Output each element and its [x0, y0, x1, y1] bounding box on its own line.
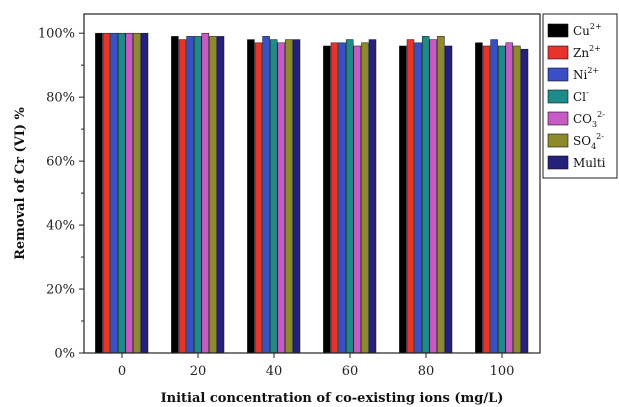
bar-ni-40	[262, 36, 270, 354]
legend-label-zn: Zn2+	[573, 44, 601, 60]
bar-cl-80	[421, 36, 430, 354]
bar-ni-80	[414, 42, 422, 354]
bar-zn-60	[330, 42, 339, 354]
bar-co-0	[125, 32, 134, 354]
bar-zn-40	[254, 42, 263, 354]
x-tick-label: 20	[190, 364, 207, 379]
bar-zn-80	[406, 39, 415, 354]
bar-zn-0	[102, 32, 111, 354]
bar-cu-100	[475, 42, 483, 354]
bar-ni-100	[490, 39, 498, 354]
bar-cu-60	[323, 45, 331, 354]
bar-ni-60	[338, 42, 346, 354]
bar-cl-0	[117, 32, 126, 354]
bar-multi-60	[368, 39, 377, 354]
bar-multi-100	[520, 48, 529, 354]
y-tick-label: 80%	[46, 91, 75, 106]
legend-label-ni: Ni2+	[573, 66, 599, 82]
bar-cl-60	[345, 39, 354, 354]
legend-swatch-cu	[547, 23, 569, 38]
bar-multi-40	[292, 39, 301, 354]
legend-label-cl: Cl-	[573, 88, 589, 104]
bar-cl-20	[193, 36, 202, 354]
bar-so-40	[285, 39, 293, 354]
bar-multi-80	[444, 45, 453, 354]
bar-multi-20	[216, 36, 225, 354]
x-tick-label: 0	[118, 364, 126, 379]
y-tick-label: 100%	[38, 27, 75, 42]
x-tick-label: 80	[418, 364, 435, 379]
legend-swatch-cl	[547, 89, 569, 104]
bar-zn-20	[178, 39, 187, 354]
legend-swatch-zn	[547, 45, 569, 60]
x-tick-label: 40	[266, 364, 283, 379]
bar-co-80	[429, 39, 438, 354]
bar-so-20	[209, 36, 217, 354]
x-tick-label: 100	[490, 364, 515, 379]
bar-so-100	[513, 45, 521, 354]
bar-so-60	[361, 42, 369, 354]
legend-label-co: CO32-	[573, 110, 605, 129]
y-axis-title: Removal of Cr (VI) %	[13, 106, 28, 259]
y-tick-label: 20%	[46, 283, 75, 298]
bar-cl-100	[497, 45, 506, 354]
x-axis-title: Initial concentration of co-existing ion…	[161, 391, 504, 406]
bar-ni-20	[186, 36, 194, 354]
legend-label-cu: Cu2+	[573, 22, 602, 38]
bar-co-20	[201, 32, 210, 354]
bar-co-60	[353, 45, 362, 354]
legend-swatch-so	[547, 133, 569, 148]
bar-co-40	[277, 42, 286, 354]
plot-area	[83, 13, 541, 354]
legend: Cu2+ Zn2+ Ni2+ Cl- CO32- SO42- Multi	[542, 13, 618, 179]
y-tick-label: 40%	[46, 219, 75, 234]
y-tick-label: 60%	[46, 155, 75, 170]
bar-cu-80	[399, 45, 407, 354]
y-tick-label: 0%	[54, 347, 75, 362]
x-axis: 0 20 40 60 80 100	[118, 353, 515, 379]
bar-multi-0	[140, 32, 149, 354]
x-tick-label: 60	[342, 364, 359, 379]
bar-so-0	[133, 32, 141, 354]
bar-co-100	[505, 42, 514, 354]
legend-swatch-multi	[547, 155, 569, 170]
bar-cu-40	[247, 39, 255, 354]
legend-swatch-ni	[547, 67, 569, 82]
bar-cl-40	[269, 39, 278, 354]
bar-ni-0	[110, 32, 118, 354]
y-axis: 0% 20% 40% 60% 80% 100%	[38, 27, 84, 362]
legend-label-multi: Multi	[573, 156, 606, 170]
bar-zn-100	[482, 45, 491, 354]
legend-label-so: SO42-	[573, 132, 604, 151]
bar-cu-20	[171, 36, 179, 354]
plot-frame	[83, 13, 541, 354]
legend-swatch-co	[547, 111, 569, 126]
bar-cu-0	[95, 32, 103, 354]
bar-so-80	[437, 36, 445, 354]
